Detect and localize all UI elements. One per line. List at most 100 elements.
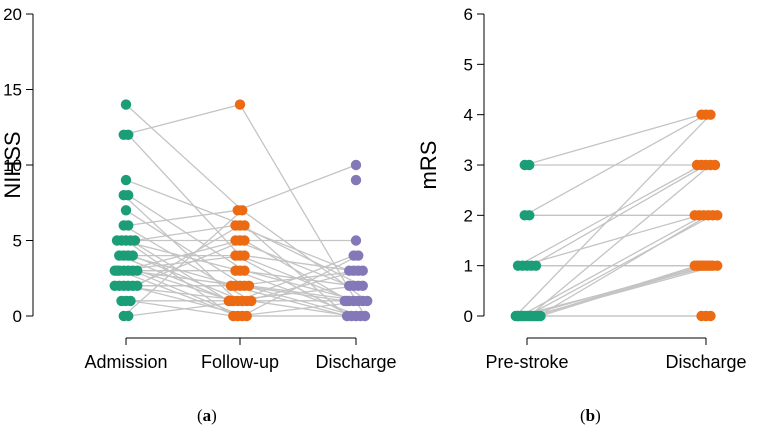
y-tick-label-b-1: 1: [464, 257, 473, 276]
x-tick-label-b-0: Pre-stroke: [485, 352, 568, 372]
caption-a-letter: a: [202, 406, 212, 425]
point-a-0-30: [132, 280, 143, 291]
point-a-1-8: [239, 235, 250, 246]
connector-a-0-3: [125, 179, 245, 227]
point-b-0-3: [524, 210, 535, 221]
y-tick-label-a-20: 20: [3, 5, 22, 24]
connector-b-0-17: [526, 214, 714, 317]
point-a-1-30: [241, 310, 252, 322]
point-b-0-8: [530, 260, 542, 271]
connector-a-1-22: [237, 254, 354, 302]
y-tick-label-b-0: 0: [464, 307, 473, 326]
y-tick-label-b-6: 6: [464, 5, 473, 24]
point-a-1-19: [243, 280, 255, 291]
point-a-2-24: [359, 310, 371, 322]
connector-b-0-14: [537, 214, 709, 317]
point-a-0-24: [111, 265, 123, 276]
connector-a-0-13: [134, 224, 236, 242]
connector-a-0-34: [123, 209, 243, 317]
y-tick-label-b-2: 2: [464, 206, 473, 225]
point-b-1-7: [709, 159, 721, 171]
point-b-1-26: [705, 310, 716, 322]
point-b-1-2: [705, 109, 716, 120]
connector-a-1-0: [239, 104, 366, 317]
y-tick-label-a-10: 10: [3, 156, 22, 175]
connector-a-0-1: [123, 103, 241, 136]
y-tick-label-a-5: 5: [13, 232, 22, 251]
connector-a-0-30: [136, 224, 241, 287]
point-a-2-8: [357, 265, 368, 276]
y-tick-label-b-3: 3: [464, 156, 473, 175]
connector-b-0-12: [528, 164, 711, 317]
point-a-1-2: [237, 205, 248, 216]
connector-b-0-7: [531, 164, 707, 267]
connector-a-0-33: [130, 300, 234, 317]
point-a-0-35: [123, 310, 134, 322]
connector-b-0-9: [515, 114, 711, 317]
series-a-follow-up: [223, 99, 257, 322]
point-a-0-0: [120, 99, 132, 110]
caption-b: (b): [580, 406, 601, 425]
chart-panel-b: 0 1 2 3 4 5 6 mRS Pre-stroke Discharge: [416, 5, 747, 372]
y-tick-label-a-0: 0: [13, 307, 22, 326]
point-a-2-18: [362, 295, 373, 307]
connector-a-0-20: [123, 239, 241, 272]
point-a-1-0: [234, 99, 246, 110]
y-tick-label-b-5: 5: [464, 55, 473, 74]
point-a-1-26: [225, 295, 237, 307]
connector-a-1-29: [241, 255, 359, 317]
point-a-0-23: [132, 265, 143, 276]
point-a-2-4: [353, 250, 364, 261]
connector-a-0-8: [128, 209, 238, 227]
y-tick-label-a-15: 15: [3, 81, 22, 100]
point-a-2-2: [350, 235, 362, 246]
connector-a-0-0: [125, 104, 243, 211]
point-a-1-25: [246, 295, 257, 307]
point-a-0-5: [123, 190, 134, 201]
connector-b-0-5: [522, 214, 700, 267]
series-a-admission: [109, 99, 143, 322]
point-a-0-17: [127, 250, 138, 261]
x-tick-label-a-2: Discharge: [315, 352, 396, 372]
connector-a-0-2: [127, 134, 241, 257]
connector-lines-b: [515, 114, 718, 317]
y-tick-label-b-4: 4: [464, 106, 473, 125]
x-tick-label-a-1: Follow-up: [201, 352, 279, 372]
caption-a: (a): [197, 406, 217, 425]
point-b-0-1: [524, 159, 535, 171]
y-axis-title-b: mRS: [416, 141, 441, 190]
x-tick-label-a-0: Admission: [84, 352, 167, 372]
point-a-2-19: [341, 295, 353, 307]
series-b-pre-stroke: [510, 159, 546, 322]
y-axis-title-a: NIHSS: [0, 131, 25, 198]
series-a-discharge: [339, 159, 373, 322]
connector-a-1-1: [237, 164, 357, 211]
chart-panel-a: 0 5 10 15 20 NIHSS Admission Follow-up Discharge: [0, 5, 397, 372]
connector-b-0-4: [517, 164, 702, 267]
point-b-1-13: [712, 210, 723, 221]
point-a-0-33: [125, 295, 136, 307]
point-a-0-3: [120, 174, 132, 186]
connector-a-1-11: [244, 254, 354, 272]
point-a-0-6: [120, 205, 132, 216]
point-a-2-12: [357, 280, 368, 291]
x-tick-label-b-1: Discharge: [665, 352, 746, 372]
caption-b-letter: b: [585, 406, 596, 425]
connector-a-1-16: [235, 270, 363, 287]
connector-b-0-2: [524, 114, 707, 216]
point-a-2-0: [350, 159, 362, 171]
point-b-1-23: [705, 260, 716, 271]
point-a-2-1: [350, 174, 362, 186]
point-b-0-21: [512, 310, 524, 322]
point-a-1-14: [239, 265, 250, 276]
point-a-1-5: [239, 220, 250, 231]
point-b-0-20: [535, 310, 546, 322]
series-b-discharge: [689, 109, 723, 322]
connector-b-0-10: [519, 214, 705, 317]
connector-b-0-0: [524, 114, 702, 166]
connector-a-1-24: [246, 270, 359, 302]
connector-b-0-19: [535, 265, 698, 317]
connector-a-1-8: [244, 239, 350, 302]
connector-b-0-20: [540, 265, 702, 317]
